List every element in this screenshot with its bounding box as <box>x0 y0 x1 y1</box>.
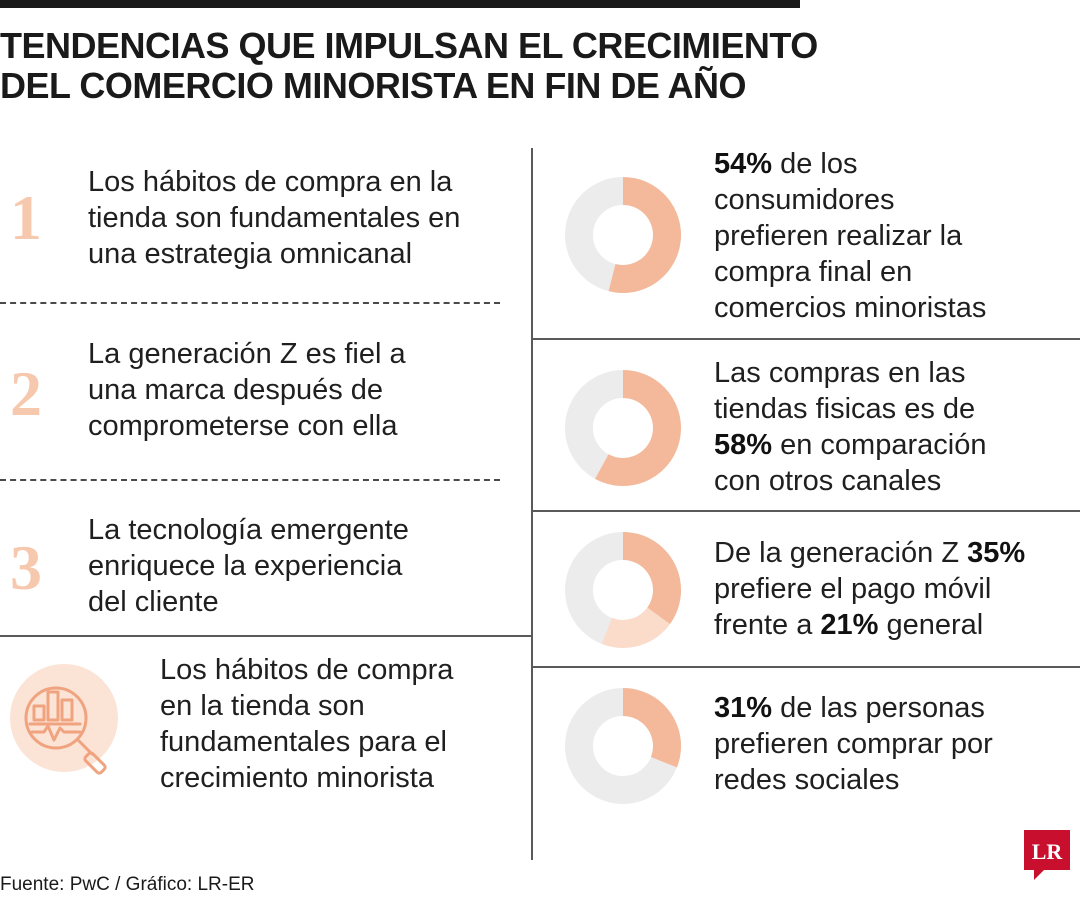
trend-number-3: 3 <box>10 532 42 603</box>
stat-text-4: 31% de las personas prefieren comprar por… <box>714 690 993 798</box>
donut-slice <box>595 370 681 486</box>
stat-run: general <box>878 609 984 641</box>
stat-line: comercios minoristas <box>714 290 986 326</box>
stat-line: prefieren realizar la <box>714 218 986 254</box>
donut-slice <box>623 688 681 768</box>
trend-4-line: en la tienda son <box>160 690 365 722</box>
stat-line: 31% de las personas <box>714 690 993 726</box>
stat-run: tiendas fisicas es de <box>714 393 976 425</box>
trend-number-1: 1 <box>10 182 42 253</box>
stat-run: en comparación <box>772 429 987 461</box>
top-rule <box>0 0 800 8</box>
source-note: Fuente: PwC / Gráfico: LR-ER <box>0 874 255 895</box>
stat-run: de los <box>772 148 858 180</box>
trend-text-2: La generación Z es fiel a una marca desp… <box>88 336 406 444</box>
stat-line: 54% de los <box>714 146 986 182</box>
stat-run: frente a <box>714 609 821 641</box>
title-line-1: TENDENCIAS QUE IMPULSAN EL CRECIMIENTO <box>0 25 818 66</box>
stat-run: con otros canales <box>714 465 942 497</box>
stat-line: tiendas fisicas es de <box>714 391 986 427</box>
trend-text-4: Los hábitos de compra en la tienda son f… <box>160 652 453 796</box>
donut-slice <box>623 532 681 625</box>
donut-chart-2 <box>565 370 681 486</box>
stat-line: prefieren comprar por <box>714 726 993 762</box>
stat-run: comercios minoristas <box>714 292 987 324</box>
left-divider <box>0 635 531 637</box>
stat-run: consumidores <box>714 184 895 216</box>
page-title: TENDENCIAS QUE IMPULSAN EL CRECIMIENTO D… <box>0 26 1000 106</box>
stat-run: prefieren comprar por <box>714 728 993 760</box>
trend-1-line: Los hábitos de compra en la <box>88 166 453 198</box>
stat-text-1: 54% de los consumidores prefieren realizar… <box>714 146 986 326</box>
stat-line: redes sociales <box>714 762 993 798</box>
dashed-divider-1 <box>0 302 500 304</box>
stat-run: Las compras en las <box>714 357 966 389</box>
stat-line: 58% en comparación <box>714 427 986 463</box>
stat-line: Las compras en las <box>714 355 986 391</box>
stat-highlight: 21% <box>820 609 879 641</box>
stat-text-2: Las compras en las tiendas fisicas es de 5… <box>714 355 986 499</box>
donut-chart-4 <box>565 688 681 804</box>
stat-highlight: 58% <box>714 429 773 461</box>
stat-run: De la generación Z <box>714 537 968 569</box>
stat-line: prefiere el pago móvil <box>714 571 1025 607</box>
donut-slice <box>601 607 670 648</box>
stat-highlight: 31% <box>714 692 773 724</box>
right-divider-3 <box>533 666 1080 668</box>
right-divider-1 <box>533 338 1080 340</box>
trend-number-2: 2 <box>10 358 42 429</box>
donut-chart-1 <box>565 177 681 293</box>
title-line-2: DEL COMERCIO MINORISTA EN FIN DE AÑO <box>0 65 747 106</box>
trend-text-3: La tecnología emergente enriquece la exp… <box>88 512 409 620</box>
trend-3-line: del cliente <box>88 586 219 618</box>
stat-text-3: De la generación Z 35% prefiere el pago m… <box>714 535 1025 643</box>
trend-1-line: tienda son fundamentales en <box>88 202 461 234</box>
stat-run: compra final en <box>714 256 913 288</box>
stat-run: prefiere el pago móvil <box>714 573 992 605</box>
trend-1-line: una estrategia omnicanal <box>88 238 413 270</box>
donut-slice <box>608 177 681 293</box>
stat-line: consumidores <box>714 182 986 218</box>
stat-run: prefieren realizar la <box>714 220 963 252</box>
stat-highlight: 54% <box>714 148 773 180</box>
donut-chart-3 <box>565 532 681 648</box>
column-divider <box>531 148 533 860</box>
right-divider-2 <box>533 510 1080 512</box>
stat-line: compra final en <box>714 254 986 290</box>
trend-text-1: Los hábitos de compra en la tienda son f… <box>88 164 460 272</box>
trend-4-line: fundamentales para el <box>160 726 447 758</box>
trend-4-line: crecimiento minorista <box>160 762 434 794</box>
dashed-divider-2 <box>0 479 500 481</box>
stat-run: de las personas <box>772 692 985 724</box>
trend-3-line: enriquece la experiencia <box>88 550 403 582</box>
trend-2-line: una marca después de <box>88 374 384 406</box>
trend-3-line: La tecnología emergente <box>88 514 409 546</box>
logo-text: LR <box>1032 839 1064 864</box>
stat-line: De la generación Z 35% <box>714 535 1025 571</box>
stat-line: con otros canales <box>714 463 986 499</box>
trend-4-line: Los hábitos de compra <box>160 654 454 686</box>
lr-logo: LR <box>1024 830 1070 880</box>
analytics-magnifier-icon <box>10 664 118 775</box>
trend-2-line: comprometerse con ella <box>88 410 398 442</box>
stat-line: frente a 21% general <box>714 607 1025 643</box>
stat-highlight: 35% <box>967 537 1026 569</box>
stat-run: redes sociales <box>714 764 900 796</box>
trend-2-line: La generación Z es fiel a <box>88 338 406 370</box>
